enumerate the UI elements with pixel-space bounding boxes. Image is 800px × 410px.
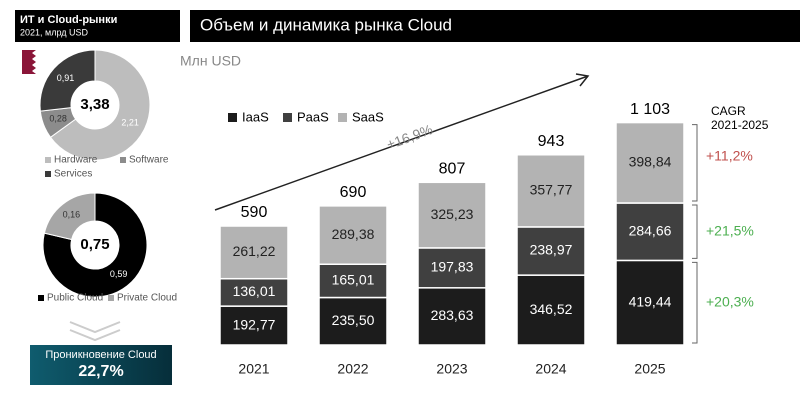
legend-label: PaaS	[297, 109, 329, 124]
trend-label: +16,9%	[384, 121, 434, 152]
slice-label: 0,59	[110, 269, 128, 279]
bar-value-label: 261,22	[233, 243, 276, 259]
bracket	[692, 261, 698, 344]
y-label: Млн USD	[180, 53, 241, 69]
bar-segment	[615, 259, 685, 346]
bar-segment	[516, 154, 586, 228]
bar-segment	[516, 274, 586, 346]
slice-label: 2,21	[121, 117, 139, 127]
legend-marker	[120, 157, 126, 163]
slice-label: 0,16	[63, 210, 81, 220]
left-subtitle: 2021, млрд USD	[20, 27, 89, 37]
donut-slice	[39, 49, 96, 112]
chevron	[69, 321, 121, 342]
donut-center-label: 0,75	[80, 236, 109, 253]
bar-value-label: 136,01	[233, 283, 276, 299]
left-title: ИТ и Cloud-рынки	[20, 14, 117, 26]
cagr-title: CAGR	[711, 104, 746, 118]
donut-slice	[43, 192, 96, 241]
bar-value-label: 192,77	[233, 316, 276, 332]
total-label: 807	[439, 161, 466, 178]
legend-label: Public Cloud	[47, 293, 103, 304]
bar-value-label: 283,63	[431, 307, 474, 323]
total-label: 943	[538, 133, 565, 150]
left-header	[15, 10, 180, 42]
bracket	[692, 124, 698, 202]
banner	[30, 345, 172, 385]
bar-segment	[219, 277, 289, 307]
x-tick-label: 2021	[238, 361, 269, 377]
x-tick-label: 2023	[436, 361, 467, 377]
bracket	[692, 204, 698, 259]
legend-marker	[108, 295, 114, 301]
donut-center	[73, 83, 117, 127]
bar-value-label: 165,01	[332, 272, 375, 288]
bar-value-label: 357,77	[530, 182, 573, 198]
bar-value-label: 235,50	[332, 312, 375, 328]
bar-segment	[417, 181, 487, 249]
legend-label: SaaS	[352, 109, 384, 124]
donut-slice	[49, 49, 151, 161]
legend-marker	[338, 113, 347, 122]
bar-segment	[318, 263, 388, 299]
bar-segment	[318, 296, 388, 346]
bar-segment	[615, 121, 685, 204]
legend-label: IaaS	[242, 109, 269, 124]
legend-marker	[45, 171, 51, 177]
bar-value-label: 398,84	[629, 153, 672, 169]
main-header	[190, 10, 800, 42]
donut-center	[73, 223, 117, 267]
trend-arrow	[214, 73, 590, 211]
flag-icon	[22, 50, 36, 74]
cagr-label: +21,5%	[706, 222, 754, 238]
legend-label: Private Cloud	[117, 293, 177, 304]
total-label: 590	[241, 204, 268, 221]
bar-segment	[219, 225, 289, 280]
slice-label: 0,91	[57, 73, 75, 83]
legend-marker	[283, 113, 292, 122]
bar-segment	[417, 247, 487, 289]
main-title: Объем и динамика рынка Cloud	[200, 15, 452, 34]
bar-value-label: 284,66	[629, 222, 672, 238]
cagr-label: +20,3%	[706, 293, 754, 309]
legend-label: Hardware	[54, 155, 98, 166]
donut-center-label: 3,38	[80, 96, 109, 113]
bar-value-label: 325,23	[431, 206, 474, 222]
bar-segment	[615, 202, 685, 262]
slice-label: 0,28	[49, 114, 67, 124]
x-tick-label: 2022	[337, 361, 368, 377]
bar-segment	[516, 226, 586, 276]
cagr-title: 2021-2025	[711, 118, 769, 132]
x-tick-label: 2024	[535, 361, 566, 377]
bar-value-label: 346,52	[530, 301, 573, 317]
bar-value-label: 197,83	[431, 259, 474, 275]
bar-segment	[318, 205, 388, 265]
bar-segment	[219, 305, 289, 346]
total-label: 1 103	[630, 101, 670, 118]
legend-marker	[45, 157, 51, 163]
bar-value-label: 238,97	[530, 242, 573, 258]
bar-value-label: 419,44	[629, 293, 672, 309]
banner-label: Проникновение Cloud	[45, 349, 156, 361]
bar-segment	[417, 287, 487, 346]
legend-label: Services	[54, 169, 92, 180]
cagr-label: +11,2%	[706, 148, 753, 164]
banner-value: 22,7%	[78, 363, 123, 380]
bar-value-label: 289,38	[332, 226, 375, 242]
legend-marker	[38, 295, 44, 301]
x-tick-label: 2025	[634, 361, 665, 377]
total-label: 690	[340, 184, 367, 201]
legend-marker	[228, 113, 237, 122]
donut-slice	[42, 192, 148, 298]
legend-label: Software	[129, 155, 169, 166]
